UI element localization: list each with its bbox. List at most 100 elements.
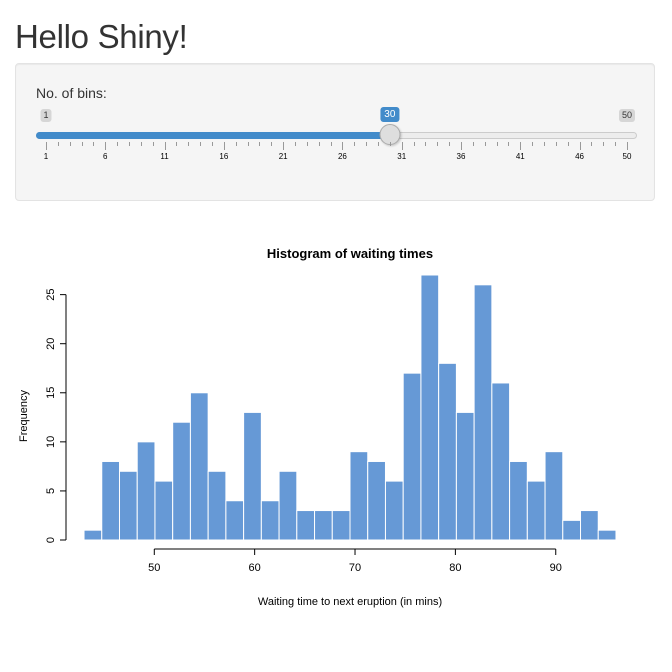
- slider-grid-tick: [520, 142, 522, 150]
- slider-grid-tick: [223, 142, 225, 150]
- slider-grid-tick: [295, 142, 296, 146]
- slider-grid-tick: [449, 142, 451, 146]
- slider-grid-tick: [283, 142, 285, 150]
- slider-grid-tick: [259, 142, 261, 146]
- slider-grid-label: 1: [43, 152, 49, 161]
- histogram-bar: [473, 284, 493, 541]
- slider-grid-tick: [93, 142, 95, 146]
- slider-grid-tick: [69, 142, 71, 146]
- slider-grid-tick: [318, 142, 320, 146]
- slider-grid-tick: [105, 142, 107, 150]
- histogram-bar: [101, 460, 120, 541]
- slider-grid-tick: [366, 142, 368, 146]
- slider-grid-label: 6: [103, 152, 108, 161]
- y-tick-label: 25: [45, 289, 57, 301]
- slider-grid-label: 50: [622, 152, 632, 161]
- histogram-bar: [243, 411, 262, 541]
- slider-grid-label: 46: [575, 152, 585, 161]
- slider-grid-tick: [532, 142, 534, 146]
- slider-grid-tick: [425, 142, 427, 146]
- x-tick-label: 80: [449, 562, 461, 574]
- y-tick-label: 0: [45, 537, 57, 543]
- histogram-bar: [491, 382, 511, 541]
- slider-grid-tick: [306, 142, 308, 146]
- y-tick-label: 10: [45, 436, 57, 448]
- sidebar-panel: No. of bins: 1 50 30 1 6 11 16 21 26 31 36 41 46 5…: [15, 63, 655, 201]
- slider-grid-tick: [603, 142, 605, 146]
- histogram-bar: [278, 470, 298, 541]
- slider-grid-tick: [271, 142, 273, 146]
- slider-grid-label: 21: [278, 152, 288, 161]
- histogram-bars: [83, 274, 617, 541]
- histogram-bar: [384, 480, 404, 541]
- histogram-bar: [260, 500, 280, 541]
- x-axis-label: Waiting time to next eruption (in mins): [258, 596, 442, 608]
- histogram-bar: [597, 529, 617, 541]
- slider-grid-tick: [544, 142, 545, 146]
- slider-grid-tick: [354, 142, 356, 146]
- histogram-bar: [349, 451, 369, 541]
- histogram-bar: [367, 460, 386, 541]
- histogram-bar: [225, 500, 245, 541]
- slider-grid-tick: [579, 142, 581, 150]
- slider-grid-tick: [472, 142, 474, 146]
- slider-grid-tick: [117, 142, 119, 146]
- histogram-bar: [438, 362, 457, 541]
- slider-fill-bar: [36, 132, 390, 139]
- slider-grid-tick: [200, 142, 202, 146]
- slider-grid-tick: [140, 142, 142, 146]
- slider-min-label: 1: [40, 109, 52, 122]
- histogram-bar: [420, 274, 440, 541]
- y-tick-label: 5: [45, 488, 57, 494]
- histogram-bar: [580, 510, 599, 541]
- histogram-bar: [455, 411, 475, 541]
- slider-grid-tick: [378, 142, 379, 146]
- slider-grid-tick: [129, 142, 130, 146]
- slider-grid-tick: [235, 142, 237, 146]
- slider-grid-tick: [484, 142, 486, 146]
- slider-grid-tick: [188, 142, 190, 146]
- y-axis: 0 5 10 15 20 25: [45, 289, 67, 543]
- x-tick-label: 50: [148, 562, 160, 574]
- slider-grid-tick: [401, 142, 403, 150]
- y-tick-label: 20: [45, 338, 57, 350]
- slider-grid-tick: [176, 142, 178, 146]
- x-tick-label: 60: [249, 562, 261, 574]
- slider-grid-tick: [46, 142, 47, 150]
- histogram-bar: [136, 441, 156, 541]
- bins-slider-label: No. of bins:: [36, 85, 107, 101]
- slider-grid-tick: [413, 142, 415, 146]
- histogram-bar: [562, 519, 582, 541]
- slider-grid-tick: [627, 142, 628, 150]
- slider-grid-tick: [567, 142, 569, 146]
- histogram-plot: Histogram of waiting times 50 60 70 80 90 0 5…: [18, 246, 617, 608]
- slider-grid-tick: [461, 142, 462, 150]
- slider-grid-tick: [342, 142, 344, 150]
- slider-grid-tick: [57, 142, 59, 146]
- histogram-bar: [314, 510, 333, 541]
- slider-grid-tick: [81, 142, 83, 146]
- slider-value-label: 30: [380, 107, 400, 122]
- histogram-bar: [526, 480, 546, 541]
- y-tick-label: 15: [45, 387, 57, 399]
- histogram-bar: [544, 451, 564, 541]
- histogram-bar: [172, 421, 191, 541]
- slider-grid-tick: [152, 142, 154, 146]
- slider-grid-tick: [591, 142, 593, 146]
- slider-grid-tick: [508, 142, 510, 146]
- histogram-bar: [154, 480, 174, 541]
- slider-grid-label: 11: [160, 152, 169, 161]
- slider-grid-tick: [389, 142, 391, 146]
- x-axis: 50 60 70 80 90: [148, 548, 562, 574]
- histogram-bar: [83, 529, 103, 541]
- x-tick-label: 90: [550, 562, 562, 574]
- bins-slider[interactable]: 1 50 30 1 6 11 16 21 26 31 36 41 46 50: [16, 64, 656, 202]
- slider-grid-label: 31: [397, 152, 407, 161]
- histogram-bar: [189, 392, 209, 541]
- slider-grid-tick: [212, 142, 213, 146]
- slider-max-label: 50: [618, 109, 636, 122]
- slider-grid-label: 26: [337, 152, 347, 161]
- slider-grid-tick: [437, 142, 439, 146]
- slider-grid-tick: [330, 142, 332, 146]
- histogram-bar: [207, 470, 227, 541]
